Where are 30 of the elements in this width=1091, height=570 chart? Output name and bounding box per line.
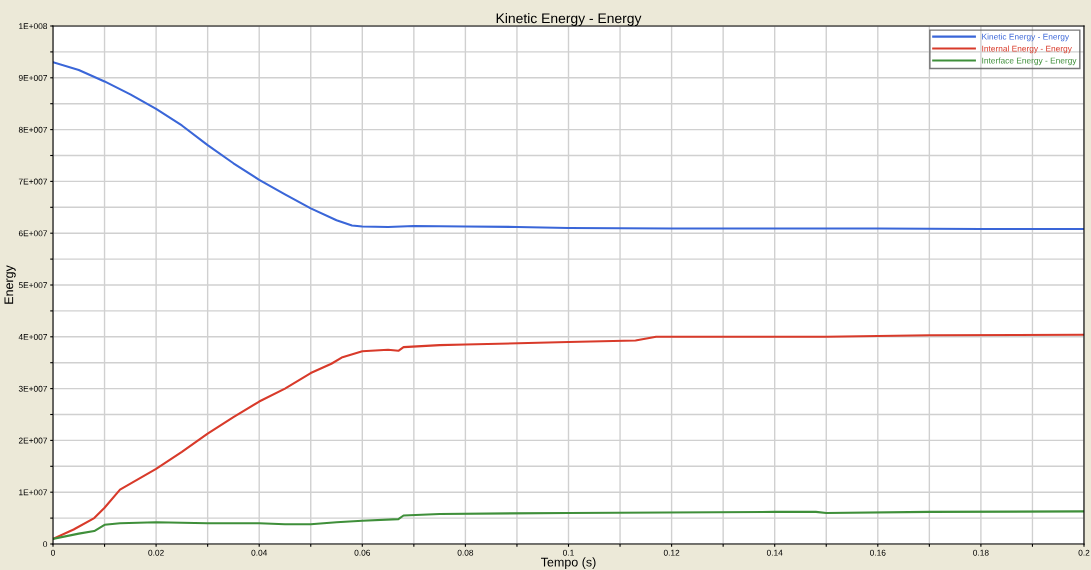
- y-tick-label: 1E+007: [19, 489, 48, 496]
- y-tick-label: 7E+007: [18, 178, 48, 185]
- y-axis-title: Energy: [4, 265, 16, 304]
- chart-title: Kinetic Energy - Energy: [496, 13, 642, 26]
- x-tick-label: 0.14: [766, 549, 783, 556]
- x-tick-label: 0.12: [663, 549, 680, 556]
- x-tick-label: 0.02: [148, 549, 164, 556]
- x-axis-title: Tempo (s): [541, 557, 596, 569]
- x-tick-label: 0.08: [457, 549, 474, 556]
- y-tick-label: 0: [43, 541, 48, 548]
- y-tick-label: 3E+007: [18, 385, 48, 392]
- line-series: [53, 510, 1084, 540]
- y-tick-label: 9E+007: [18, 75, 48, 81]
- line-series: [53, 333, 1084, 540]
- y-tick-label: 4E+007: [18, 334, 48, 340]
- x-tick-label: 0.1: [563, 549, 574, 556]
- text: Kinetic Energy - Energy: [982, 33, 1070, 42]
- x-tick-label: 0.2: [1078, 549, 1090, 556]
- y-tick-label: 6E+007: [18, 230, 48, 237]
- x-tick-label: 0.16: [870, 549, 886, 556]
- x-tick-label: 0.18: [973, 549, 989, 556]
- text: Internal Energy - Energy: [982, 45, 1072, 54]
- x-tick-label: 0.04: [251, 549, 268, 556]
- y-tick-label: 2E+007: [18, 437, 48, 444]
- x-tick-label: 0: [51, 549, 55, 556]
- x-tick-label: 0.06: [354, 549, 371, 556]
- y-tick-label: 1E+008: [19, 23, 48, 30]
- y-tick-label: 8E+007: [18, 126, 48, 133]
- y-tick-label: 5E+007: [18, 282, 48, 289]
- text: Interface Energy - Energy: [982, 57, 1077, 66]
